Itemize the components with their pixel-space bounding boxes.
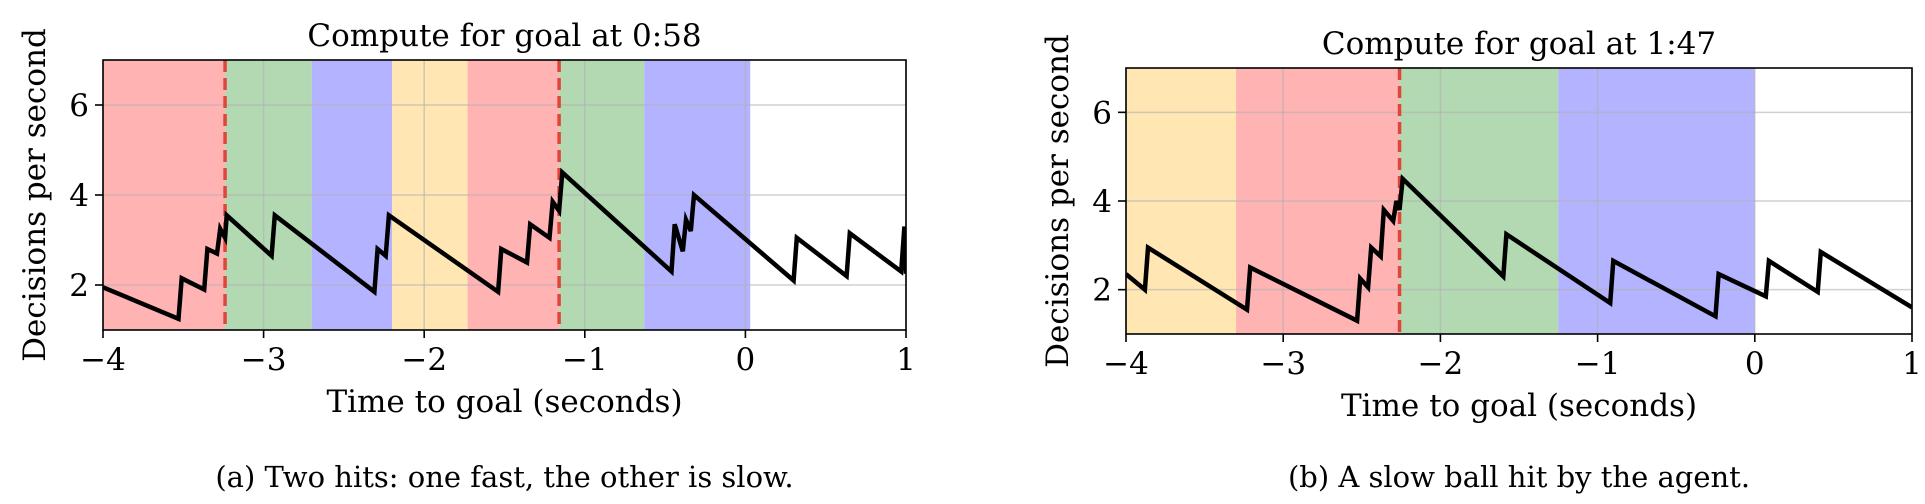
x-tick-label: −1 <box>1575 346 1621 382</box>
x-tick-label: 0 <box>1745 346 1765 382</box>
y-tick-label: 2 <box>1092 273 1112 309</box>
y-tick-label: 6 <box>1092 95 1112 131</box>
x-tick-label: 1 <box>1902 346 1922 382</box>
y-axis-label: Decisions per second <box>1040 34 1076 368</box>
figure-caption: (a) Two hits: one fast, the other is slo… <box>215 460 793 494</box>
x-axis-label: Time to goal (seconds) <box>1341 388 1697 424</box>
x-axis-label: Time to goal (seconds) <box>326 384 682 420</box>
figure-caption: (b) A slow ball hit by the agent. <box>1288 460 1750 494</box>
x-tick-label: −1 <box>562 342 608 378</box>
y-axis-label: Decisions per second <box>17 28 53 362</box>
y-tick-label: 4 <box>1092 184 1112 220</box>
x-tick-label: −4 <box>80 342 126 378</box>
x-tick-label: −2 <box>401 342 447 378</box>
y-tick-label: 4 <box>69 178 89 214</box>
x-tick-label: −3 <box>1260 346 1306 382</box>
x-tick-label: 0 <box>736 342 756 378</box>
chart-a: −4 −3 −2 −1 0 1 2 4 6 Compute for goal at 0:58 Tim… <box>17 18 916 494</box>
y-tick-label: 2 <box>69 268 89 304</box>
chart-title: Compute for goal at 1:47 <box>1322 26 1716 62</box>
chart-title: Compute for goal at 0:58 <box>307 18 701 54</box>
x-tick-label: −4 <box>1103 346 1149 382</box>
x-tick-label: 1 <box>896 342 916 378</box>
y-tick-label: 6 <box>69 88 89 124</box>
x-tick-label: −3 <box>241 342 287 378</box>
x-tick-label: −2 <box>1418 346 1464 382</box>
chart-b: −4 −3 −2 −1 0 1 2 4 6 Compute for goal at 1:47 Tim… <box>1040 26 1922 494</box>
series-line-0 <box>103 167 906 323</box>
series-line-0 <box>1126 173 1912 325</box>
